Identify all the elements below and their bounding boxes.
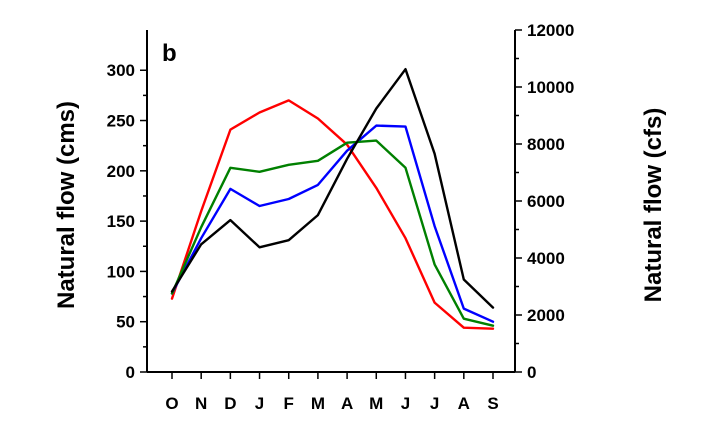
right-tick-label: 10000 [527, 78, 574, 97]
x-tick-label: A [341, 394, 353, 413]
left-tick-label: 200 [107, 162, 135, 181]
x-tick-label: M [311, 394, 325, 413]
x-tick-label: A [458, 394, 470, 413]
right-tick-label: 6000 [527, 192, 565, 211]
x-tick-label: F [284, 394, 294, 413]
left-tick-label: 300 [107, 61, 135, 80]
x-tick-label: J [430, 394, 439, 413]
x-tick-label: N [195, 394, 207, 413]
y-axis-title-left: Natural flow (cms) [53, 101, 80, 309]
series-layer [170, 67, 495, 330]
y-axis-title-right: Natural flow (cfs) [640, 108, 667, 303]
right-tick-label: 0 [527, 363, 536, 382]
series-line-1 [170, 99, 495, 330]
x-tick-label: J [255, 394, 264, 413]
left-tick-label: 150 [107, 212, 135, 231]
x-tick-label: O [165, 394, 178, 413]
series-line-3 [170, 139, 495, 327]
right-tick-label: 8000 [527, 135, 565, 154]
left-tick-label: 100 [107, 262, 135, 281]
left-tick-label: 50 [116, 313, 135, 332]
series-line-2 [170, 124, 495, 323]
panel-label: b [162, 40, 177, 67]
right-tick-label: 4000 [527, 249, 565, 268]
right-tick-label: 12000 [527, 21, 574, 40]
x-tick-label: J [401, 394, 410, 413]
left-axis-ticks: 0 50 100 150 200 250 300 [107, 61, 147, 382]
x-tick-label: S [487, 394, 498, 413]
x-tick-label: M [369, 394, 383, 413]
left-tick-label: 0 [126, 363, 135, 382]
series-line-4 [170, 67, 495, 309]
right-tick-label: 2000 [527, 306, 565, 325]
x-tick-label: D [224, 394, 236, 413]
left-tick-label: 250 [107, 112, 135, 131]
right-axis-ticks: 0 2000 4000 6000 8000 10000 12000 [515, 21, 574, 382]
